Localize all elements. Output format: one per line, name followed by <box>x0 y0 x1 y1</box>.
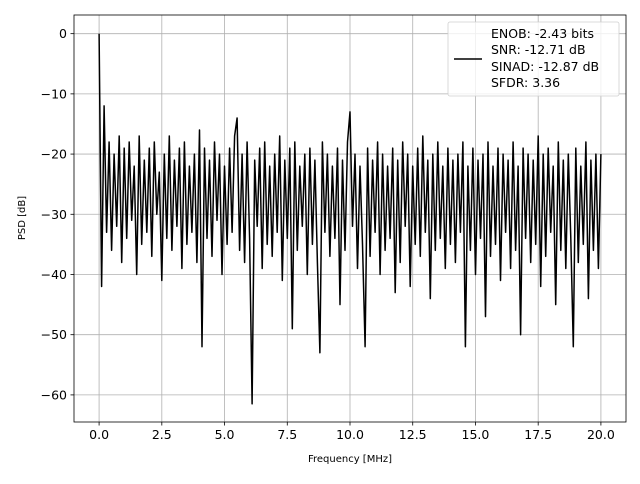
y-tick-label: −20 <box>41 147 67 162</box>
y-tick-label: −40 <box>41 267 67 282</box>
y-axis: 0 −10 −20 −30 −40 −50 −60 <box>41 26 74 402</box>
x-tick-label: 15.0 <box>462 427 490 442</box>
legend-enob: ENOB: -2.43 bits <box>491 26 594 41</box>
x-tick-label: 2.5 <box>152 427 172 442</box>
x-tick-label: 0.0 <box>89 427 109 442</box>
legend-sinad: SINAD: -12.87 dB <box>491 59 599 74</box>
legend-sfdr: SFDR: 3.36 <box>491 75 560 90</box>
y-tick-label: −10 <box>41 86 67 101</box>
legend: ENOB: -2.43 bits SNR: -12.71 dB SINAD: -… <box>447 21 620 97</box>
x-axis-label: Frequency [MHz] <box>308 454 392 465</box>
legend-box <box>447 21 620 97</box>
psd-series-line <box>98 33 602 405</box>
x-tick-label: 20.0 <box>587 427 615 442</box>
y-tick-label: −50 <box>41 327 67 342</box>
x-axis: 0.0 2.5 5.0 7.5 10.0 12.5 15.0 17.5 20.0 <box>89 422 615 442</box>
y-tick-label: −60 <box>41 387 67 402</box>
x-tick-label: 17.5 <box>524 427 552 442</box>
y-tick-label: −30 <box>41 207 67 222</box>
x-tick-label: 7.5 <box>277 427 297 442</box>
y-tick-label: 0 <box>59 26 67 41</box>
axes-frame <box>73 14 627 423</box>
x-tick-label: 10.0 <box>336 427 364 442</box>
x-tick-label: 5.0 <box>215 427 235 442</box>
plot-area <box>98 33 602 405</box>
legend-snr: SNR: -12.71 dB <box>491 42 586 57</box>
x-tick-label: 12.5 <box>399 427 427 442</box>
y-axis-label: PSD [dB] <box>17 196 28 240</box>
